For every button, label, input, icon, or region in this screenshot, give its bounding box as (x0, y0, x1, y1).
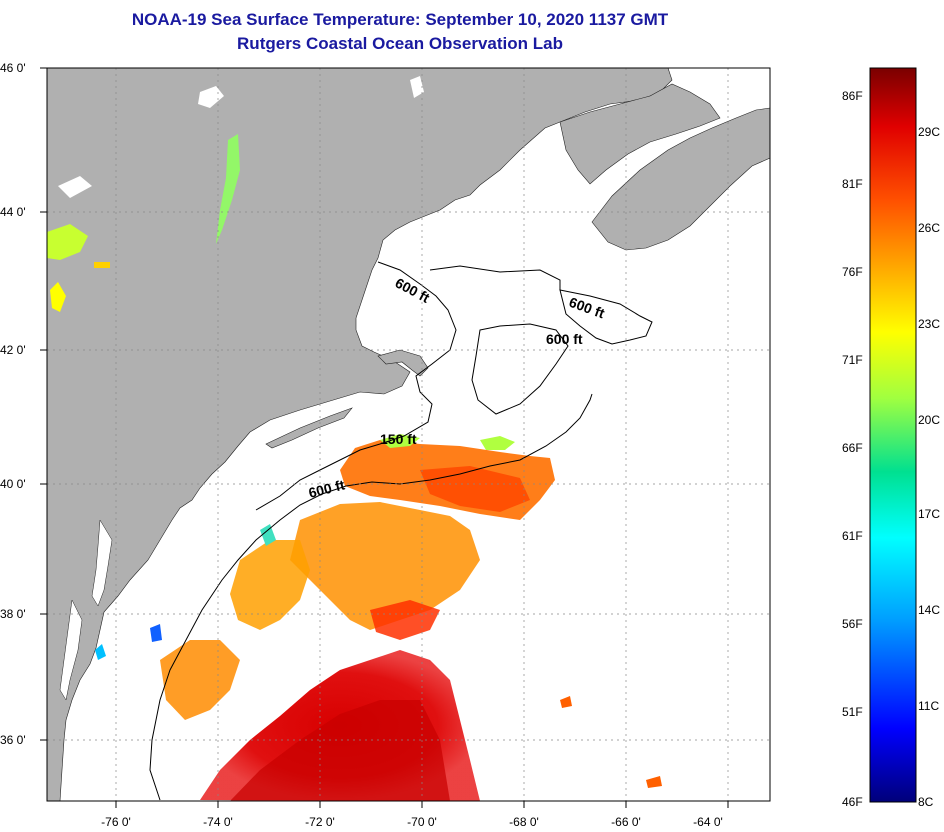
lat-label-40: 40 0' (0, 477, 26, 491)
scale-label-11c: 11C (918, 699, 939, 713)
lat-label-42: 42 0' (0, 343, 26, 357)
color-scale-bar (869, 67, 917, 803)
scale-label-46f: 46F (842, 795, 863, 809)
scale-label-86f: 86F (842, 89, 863, 103)
cape-cod (377, 349, 429, 377)
map-subtitle: Rutgers Coastal Ocean Observation Lab (237, 34, 563, 53)
lat-label-36: 36 0' (0, 733, 26, 747)
lon-label-70: -70 0' (407, 815, 437, 829)
inland-lake (410, 76, 424, 98)
scale-label-23c: 23C (918, 317, 940, 331)
us-mainland (47, 68, 673, 801)
scale-label-81f: 81F (842, 177, 863, 191)
sst-patches (47, 134, 662, 801)
lon-label-76: -76 0' (101, 815, 131, 829)
chesapeake-bay (59, 599, 83, 701)
inland-lake (198, 86, 224, 108)
new-brunswick (559, 83, 721, 185)
lon-label-68: -68 0' (509, 815, 539, 829)
contour-label-georges-south: 600 ft (546, 331, 583, 347)
scale-label-26c: 26C (918, 221, 940, 235)
map-title: NOAA-19 Sea Surface Temperature: Septemb… (131, 10, 669, 29)
lat-label-46: 46 0' (0, 61, 26, 75)
scale-label-66f: 66F (842, 441, 863, 455)
contour-label-150ft: 150 ft (380, 431, 417, 447)
delmarva-inlet (91, 519, 113, 607)
lat-label-44: 44 0' (0, 205, 26, 219)
color-scale: 86F 81F 76F 71F 66F 61F 56F 51F 46F 29C … (842, 67, 940, 809)
scale-label-61f: 61F (842, 529, 863, 543)
nova-scotia (591, 107, 770, 251)
scale-label-29c: 29C (918, 125, 940, 139)
depth-contours (149, 261, 653, 801)
scale-label-17c: 17C (918, 507, 940, 521)
scale-label-76f: 76F (842, 265, 863, 279)
lon-label-64: -64 0' (693, 815, 723, 829)
lon-label-72: -72 0' (305, 815, 335, 829)
lat-label-38: 38 0' (0, 607, 26, 621)
map-frame (46, 67, 771, 802)
sst-map[interactable]: 46 0' 44 0' 42 0' 40 0' 38 0' 36 0' -76 … (0, 0, 830, 832)
scale-label-71f: 71F (842, 353, 863, 367)
scale-label-8c: 8C (918, 795, 934, 809)
long-island (265, 407, 353, 449)
axis-ticks (40, 67, 729, 808)
scale-label-14c: 14C (918, 603, 940, 617)
scale-label-51f: 51F (842, 705, 863, 719)
scale-label-56f: 56F (842, 617, 863, 631)
inland-lake (58, 176, 92, 198)
lon-label-74: -74 0' (203, 815, 233, 829)
graticule (47, 68, 770, 801)
scale-label-20c: 20C (918, 413, 940, 427)
lon-label-66: -66 0' (611, 815, 641, 829)
